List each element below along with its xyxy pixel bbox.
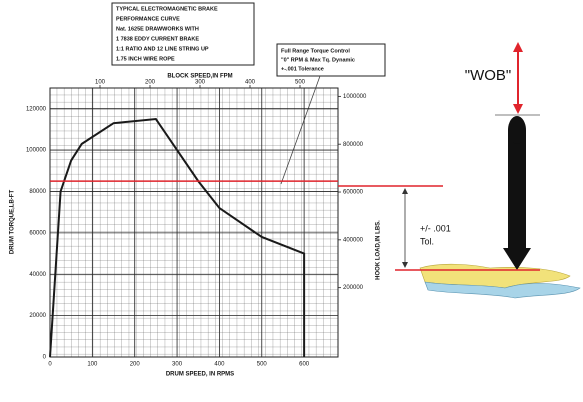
- x2-tick-label: 500: [295, 80, 306, 86]
- drill-string-top: [508, 116, 526, 144]
- title-line: 1 7838 EDDY CURRENT BRAKE: [116, 36, 199, 42]
- callout-line: "0" RPM & Max Tq. Dynamic: [281, 57, 355, 63]
- title-line: 1.75 INCH WIRE ROPE: [116, 56, 175, 62]
- title-line: PERFORMANCE CURVE: [116, 16, 180, 22]
- x-tick-label: 0: [48, 362, 52, 368]
- callout-line: +-.001 Tolerance: [281, 66, 324, 72]
- x2-tick-label: 200: [145, 80, 156, 86]
- y-axis-label: DRUM TORQUE,LB-FT: [10, 190, 16, 255]
- drill-string: [508, 130, 526, 248]
- y2-tick-label: 600000: [343, 190, 364, 196]
- title-line: Nat. 1625E DRAWWORKS WITH: [116, 26, 199, 32]
- y-tick-label: 100000: [26, 148, 47, 154]
- y2-tick-label: 400000: [343, 237, 364, 243]
- x-tick-label: 500: [257, 362, 268, 368]
- y-tick-label: 120000: [26, 106, 47, 112]
- y2-tick-label: 1000000: [343, 94, 367, 100]
- x-tick-label: 200: [130, 362, 141, 368]
- title-line: 1:1 RATIO AND 12 LINE STRING UP: [116, 46, 209, 52]
- wob-label: "WOB": [465, 67, 511, 84]
- x-tick-label: 600: [299, 362, 310, 368]
- tolerance-label: Tol.: [420, 236, 434, 246]
- x-tick-label: 100: [87, 362, 98, 368]
- x2-tick-label: 300: [195, 80, 206, 86]
- tolerance-label: +/- .001: [420, 223, 451, 233]
- plot-area: [50, 88, 338, 357]
- x2-tick-label: 400: [245, 80, 256, 86]
- chart: "WOB" +/- .001 Tol. BLOCK SPEED,IN FPM D…: [0, 0, 583, 402]
- y-tick-label: 80000: [29, 189, 46, 195]
- y2-tick-label: 800000: [343, 142, 364, 148]
- x-axis-label: DRUM SPEED, IN RPMS: [166, 372, 234, 378]
- x-tick-label: 400: [214, 362, 225, 368]
- y2-axis-label: HOOK LOAD,IN LBS.: [376, 220, 382, 280]
- y-tick-label: 60000: [29, 230, 46, 236]
- drill-bit: [503, 248, 531, 270]
- y-tick-label: 40000: [29, 272, 46, 278]
- callout-line: Full Range Torque Control: [281, 48, 350, 54]
- y-tick-label: 0: [43, 355, 47, 361]
- y-tick-label: 20000: [29, 313, 46, 319]
- x2-tick-label: 100: [95, 80, 106, 86]
- title-line: TYPICAL ELECTROMAGNETIC BRAKE: [116, 6, 218, 12]
- x-tick-label: 300: [172, 362, 183, 368]
- y2-tick-label: 200000: [343, 285, 364, 291]
